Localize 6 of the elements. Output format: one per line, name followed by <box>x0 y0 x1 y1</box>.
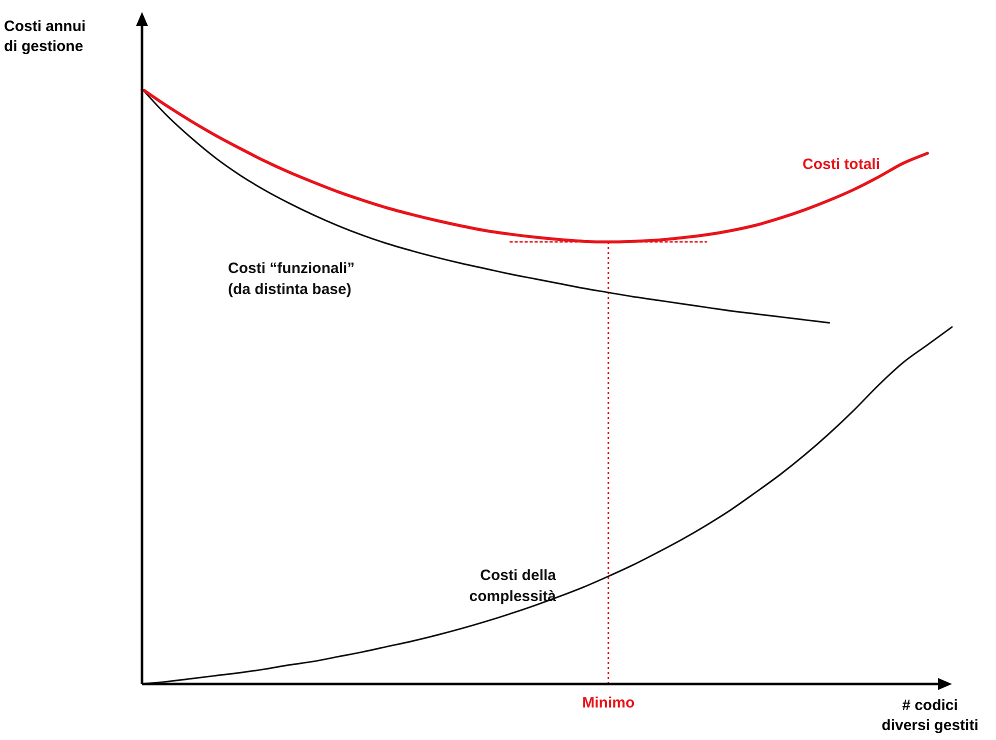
series-label: Costi della complessità <box>469 567 557 606</box>
series-label: Costi “funzionali” (da distinta base) <box>228 260 355 298</box>
x-axis-title: # codici diversi gestiti <box>882 697 978 734</box>
text: Minimo <box>582 694 635 712</box>
y-axis-title: Costi annui di gestione <box>4 18 86 56</box>
series-label: Costi totali <box>802 156 880 174</box>
